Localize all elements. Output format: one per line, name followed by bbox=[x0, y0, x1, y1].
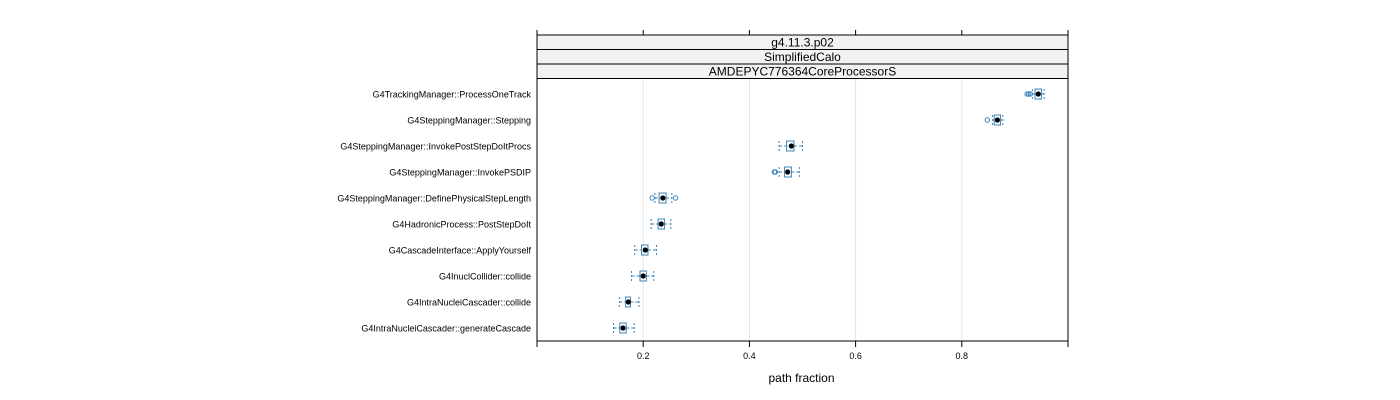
box-plot bbox=[631, 270, 655, 282]
outlier-point bbox=[984, 117, 990, 123]
iqr-box bbox=[783, 166, 792, 178]
box-plot bbox=[649, 192, 679, 204]
iqr-box bbox=[657, 218, 665, 230]
median-dot bbox=[642, 247, 648, 253]
strip-label: SimplifiedCalo bbox=[764, 50, 841, 64]
box-series bbox=[612, 88, 1045, 334]
x-tick-label: 0.2 bbox=[637, 351, 650, 361]
grid-lines bbox=[642, 78, 963, 341]
box-plot bbox=[634, 244, 657, 256]
median-dot bbox=[1035, 91, 1041, 97]
box-plot bbox=[612, 322, 635, 334]
outlier-point bbox=[672, 195, 679, 201]
category-label: G4TrackingManager::ProcessOneTrack bbox=[373, 90, 532, 100]
median-dot bbox=[660, 195, 666, 201]
iqr-box bbox=[786, 140, 795, 152]
x-axis-title: path fraction bbox=[768, 371, 834, 385]
x-tick-label: 0.6 bbox=[849, 351, 862, 361]
median-dot bbox=[640, 273, 646, 279]
outlier-point bbox=[1027, 91, 1033, 97]
strip-headers: g4.11.3.p02SimplifiedCaloAMDEPYC776364Co… bbox=[536, 34, 1069, 79]
category-label: G4IntraNucleiCascader::generateCascade bbox=[361, 324, 531, 334]
outlier-point bbox=[772, 169, 779, 175]
iqr-box bbox=[658, 192, 667, 204]
category-label: G4HadronicProcess::PostStepDoIt bbox=[392, 220, 531, 230]
category-labels: G4TrackingManager::ProcessOneTrackG4Step… bbox=[337, 90, 531, 334]
median-dot bbox=[658, 221, 664, 227]
category-label: G4IntraNucleiCascader::collide bbox=[407, 298, 531, 308]
outlier-point bbox=[1026, 91, 1032, 97]
strip-label: g4.11.3.p02 bbox=[771, 36, 834, 50]
panel-frame bbox=[536, 78, 1069, 342]
x-tick-label: 0.4 bbox=[743, 351, 756, 361]
median-dot bbox=[788, 143, 794, 149]
median-dot bbox=[625, 299, 631, 305]
box-plot bbox=[984, 114, 1004, 126]
outlier-point bbox=[1024, 91, 1030, 97]
category-label: G4InuclCollider::collide bbox=[439, 272, 531, 282]
category-label: G4SteppingManager::InvokePSDIP bbox=[389, 168, 531, 178]
box-plot bbox=[1024, 88, 1045, 100]
box-plot bbox=[618, 296, 640, 308]
category-label: G4SteppingManager::DefinePhysicalStepLen… bbox=[337, 194, 531, 204]
median-dot bbox=[785, 169, 791, 175]
x-axis: 0.2 0.4 0.6 0.8 bbox=[536, 30, 1069, 361]
box-plot bbox=[771, 166, 800, 178]
median-dot bbox=[620, 325, 626, 331]
outlier-point bbox=[649, 195, 655, 201]
category-label: G4SteppingManager::InvokePostStepDoItPro… bbox=[340, 142, 531, 152]
box-plot bbox=[650, 218, 672, 230]
iqr-box bbox=[641, 244, 649, 256]
box-plot bbox=[778, 140, 803, 152]
category-label: G4SteppingManager::Stepping bbox=[407, 116, 531, 126]
iqr-box bbox=[639, 270, 647, 282]
iqr-box bbox=[993, 114, 1002, 126]
category-label: G4CascadeInterface::ApplyYourself bbox=[389, 246, 532, 256]
strip-label: AMDEPYC776364CoreProcessorS bbox=[709, 65, 896, 79]
iqr-box bbox=[619, 322, 627, 334]
median-dot bbox=[994, 117, 1000, 123]
x-tick-label: 0.8 bbox=[956, 351, 969, 361]
iqr-box bbox=[1034, 88, 1042, 100]
